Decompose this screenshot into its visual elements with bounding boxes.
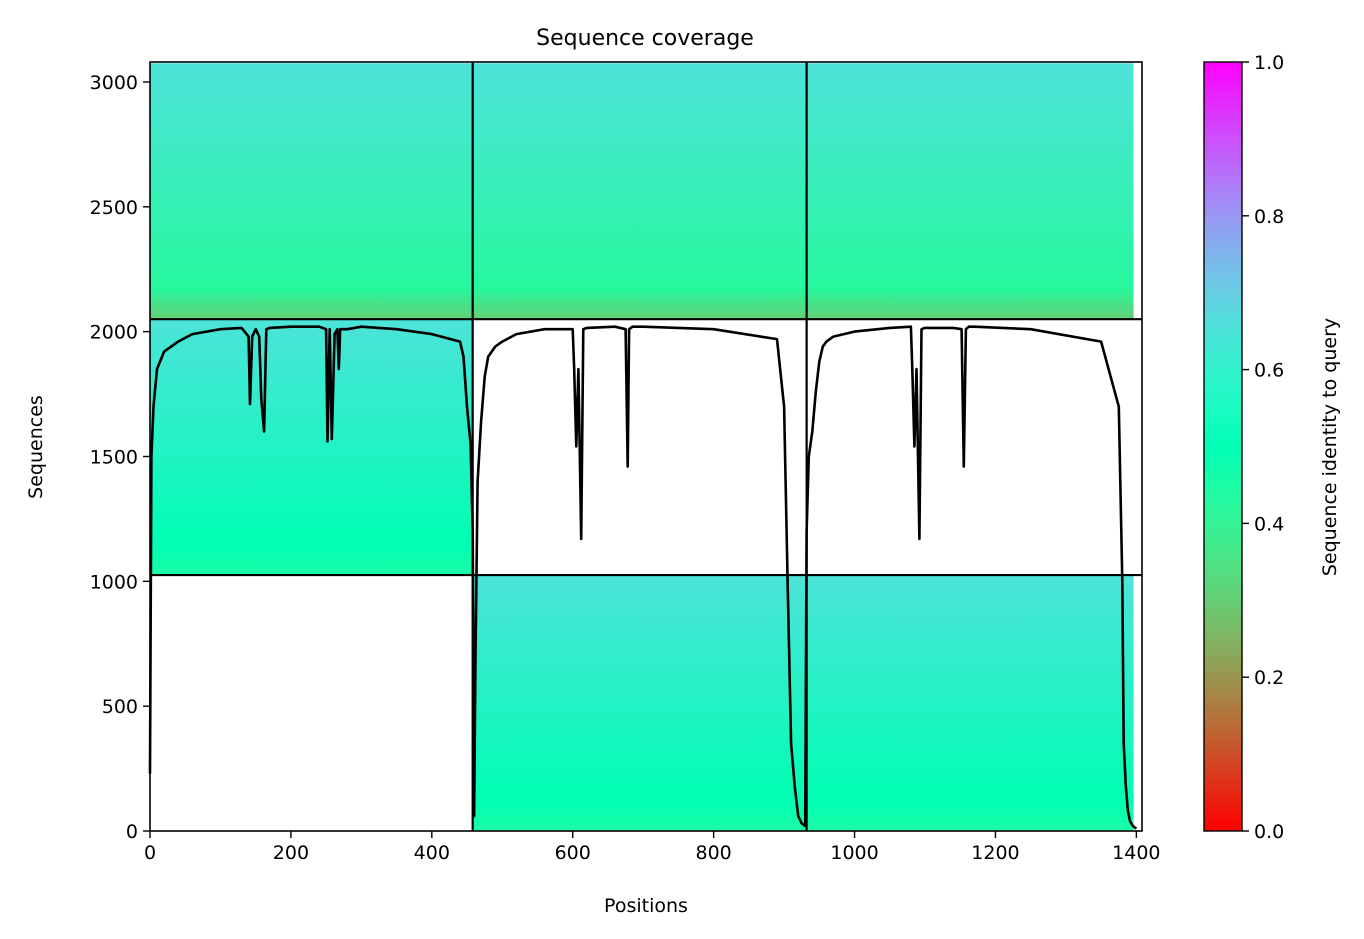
x-tick-label: 1400 <box>1112 842 1160 864</box>
coverage-block <box>806 575 1134 831</box>
colorbar-tick-label: 0.2 <box>1254 667 1284 689</box>
x-axis-label: Positions <box>604 895 688 917</box>
coverage-block <box>472 63 807 320</box>
x-tick-label: 1000 <box>830 842 878 864</box>
y-axis-ticks: 0 500 1000 1500 2000 2500 3000 <box>90 72 150 843</box>
colorbar-tick-label: 1.0 <box>1254 52 1284 74</box>
colorbar-label: Sequence identity to query <box>1319 318 1341 576</box>
coverage-heatmap-blocks <box>150 63 1134 831</box>
coverage-block <box>150 319 473 576</box>
colorbar-tick-label: 0.0 <box>1254 821 1284 843</box>
colorbar <box>1203 61 1243 832</box>
chart-title: Sequence coverage <box>536 26 754 51</box>
coverage-line <box>148 325 1138 830</box>
y-tick-label: 3000 <box>90 72 138 94</box>
x-tick-label: 600 <box>555 842 591 864</box>
y-tick-label: 500 <box>102 696 138 718</box>
y-axis-label: Sequences <box>25 395 47 499</box>
x-axis-ticks: 0 200 400 600 800 1000 1200 1400 <box>144 831 1161 864</box>
plot-area-frame <box>149 61 1143 832</box>
coverage-block <box>472 575 807 831</box>
y-tick-label: 2000 <box>90 322 138 344</box>
x-tick-label: 200 <box>273 842 309 864</box>
x-tick-label: 400 <box>414 842 450 864</box>
coverage-block <box>806 63 1134 320</box>
y-tick-label: 0 <box>126 821 138 843</box>
colorbar-tick-label: 0.8 <box>1254 206 1284 228</box>
x-tick-label: 0 <box>144 842 156 864</box>
x-tick-label: 800 <box>696 842 732 864</box>
colorbar-tick-label: 0.6 <box>1254 360 1284 382</box>
y-tick-label: 1500 <box>90 446 138 468</box>
y-tick-label: 2500 <box>90 197 138 219</box>
colorbar-tick-label: 0.4 <box>1254 513 1284 535</box>
x-tick-label: 1200 <box>971 842 1019 864</box>
y-tick-label: 1000 <box>90 571 138 593</box>
colorbar-ticks: 0.0 0.2 0.4 0.6 0.8 1.0 <box>1242 52 1284 843</box>
coverage-block <box>150 63 473 320</box>
